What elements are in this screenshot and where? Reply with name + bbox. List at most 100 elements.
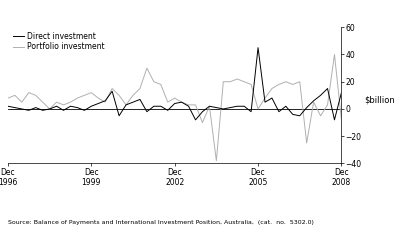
Direct investment (13, 106, 17, 109)
Direct investment (276, 110, 281, 113)
Direct investment (40, 109, 45, 112)
Portfolio investment (89, 91, 94, 94)
Direct investment (61, 109, 66, 112)
Legend: Direct investment, Portfolio investment: Direct investment, Portfolio investment (12, 31, 106, 52)
Direct investment (6, 105, 10, 108)
Portfolio investment (256, 108, 260, 110)
Portfolio investment (318, 114, 323, 117)
Direct investment (270, 97, 274, 99)
Direct investment (145, 110, 149, 113)
Direct investment (221, 108, 225, 110)
Portfolio investment (117, 94, 121, 97)
Direct investment (89, 105, 94, 108)
Line: Portfolio investment: Portfolio investment (8, 54, 341, 161)
Portfolio investment (110, 87, 114, 90)
Portfolio investment (165, 101, 170, 104)
Portfolio investment (19, 101, 24, 104)
Portfolio investment (47, 108, 52, 110)
Direct investment (165, 109, 170, 112)
Portfolio investment (228, 80, 233, 83)
Portfolio investment (283, 80, 288, 83)
Portfolio investment (179, 101, 184, 104)
Portfolio investment (96, 97, 100, 99)
Portfolio investment (33, 94, 38, 97)
Direct investment (33, 106, 38, 109)
Portfolio investment (26, 91, 31, 94)
Direct investment (172, 102, 177, 105)
Text: Source: Balance of Payments and International Investment Position, Australia,  (: Source: Balance of Payments and Internat… (8, 220, 314, 225)
Direct investment (235, 105, 239, 108)
Direct investment (214, 106, 219, 109)
Direct investment (304, 106, 309, 109)
Portfolio investment (221, 80, 225, 83)
Direct investment (290, 113, 295, 116)
Portfolio investment (152, 80, 156, 83)
Direct investment (131, 101, 135, 104)
Portfolio investment (207, 105, 212, 108)
Portfolio investment (249, 83, 253, 86)
Direct investment (200, 110, 205, 113)
Portfolio investment (339, 118, 344, 121)
Direct investment (263, 101, 268, 104)
Direct investment (339, 91, 344, 94)
Portfolio investment (311, 101, 316, 104)
Portfolio investment (214, 159, 219, 162)
Direct investment (82, 109, 87, 112)
Direct investment (249, 110, 253, 113)
Direct investment (311, 99, 316, 102)
Direct investment (207, 105, 212, 108)
Direct investment (228, 106, 233, 109)
Portfolio investment (6, 97, 10, 99)
Direct investment (179, 101, 184, 104)
Direct investment (117, 114, 121, 117)
Line: Direct investment: Direct investment (8, 48, 341, 120)
Direct investment (137, 98, 142, 101)
Direct investment (26, 109, 31, 112)
Portfolio investment (13, 94, 17, 97)
Portfolio investment (124, 104, 129, 106)
Direct investment (47, 108, 52, 110)
Direct investment (152, 105, 156, 108)
Direct investment (96, 102, 100, 105)
Direct investment (242, 105, 247, 108)
Portfolio investment (270, 87, 274, 90)
Portfolio investment (263, 97, 268, 99)
Direct investment (283, 105, 288, 108)
Direct investment (68, 105, 73, 108)
Portfolio investment (61, 104, 66, 106)
Portfolio investment (297, 80, 302, 83)
Portfolio investment (290, 83, 295, 86)
Direct investment (186, 105, 191, 108)
Portfolio investment (131, 94, 135, 97)
Portfolio investment (75, 97, 80, 99)
Direct investment (297, 114, 302, 117)
Portfolio investment (325, 104, 330, 106)
Direct investment (325, 87, 330, 90)
Direct investment (54, 105, 59, 108)
Portfolio investment (304, 142, 309, 144)
Portfolio investment (40, 101, 45, 104)
Direct investment (19, 108, 24, 110)
Portfolio investment (137, 87, 142, 90)
Portfolio investment (193, 104, 198, 106)
Direct investment (110, 90, 114, 93)
Direct investment (318, 94, 323, 97)
Portfolio investment (242, 80, 247, 83)
Direct investment (103, 99, 108, 102)
Direct investment (158, 105, 163, 108)
Portfolio investment (172, 97, 177, 99)
Portfolio investment (82, 94, 87, 97)
Portfolio investment (186, 104, 191, 106)
Direct investment (256, 46, 260, 49)
Portfolio investment (68, 101, 73, 104)
Direct investment (124, 104, 129, 106)
Portfolio investment (158, 83, 163, 86)
Portfolio investment (332, 53, 337, 56)
Portfolio investment (235, 78, 239, 80)
Portfolio investment (54, 101, 59, 104)
Portfolio investment (103, 101, 108, 104)
Direct investment (193, 118, 198, 121)
Portfolio investment (200, 121, 205, 124)
Portfolio investment (145, 67, 149, 69)
Y-axis label: $billion: $billion (364, 95, 395, 104)
